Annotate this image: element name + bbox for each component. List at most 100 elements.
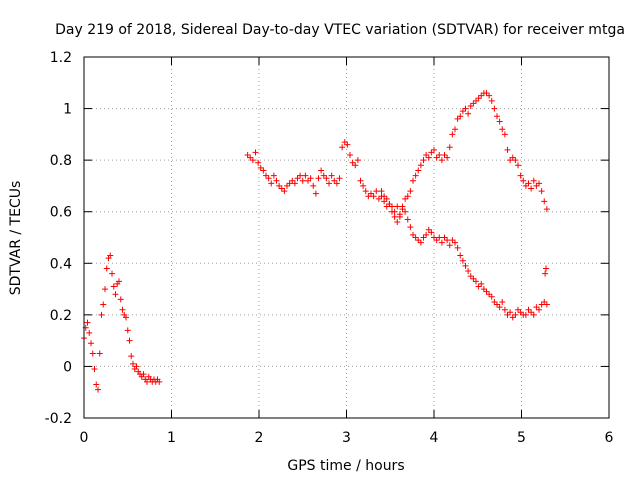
data-point	[496, 118, 503, 125]
data-point	[336, 175, 343, 182]
data-point	[420, 234, 427, 241]
data-point	[310, 182, 317, 189]
data-point	[507, 157, 514, 164]
data-point	[530, 311, 537, 318]
data-point	[281, 188, 288, 195]
data-point	[467, 273, 474, 280]
data-point	[302, 172, 309, 179]
data-point	[318, 167, 325, 174]
data-point	[286, 180, 293, 187]
data-point	[515, 162, 521, 169]
data-point	[480, 286, 487, 293]
data-point	[454, 244, 461, 251]
data-point	[333, 180, 340, 187]
data-point	[352, 162, 359, 169]
data-point	[102, 286, 108, 293]
data-point	[412, 172, 419, 179]
data-point	[433, 237, 440, 244]
data-point	[494, 301, 500, 308]
data-point	[452, 126, 458, 133]
data-point	[509, 314, 516, 321]
data-point	[399, 206, 406, 213]
data-point	[260, 167, 267, 174]
data-point	[112, 291, 119, 298]
data-point	[517, 172, 524, 179]
data-point	[538, 301, 545, 308]
data-point	[425, 226, 432, 233]
y-tick-label: 0.2	[50, 308, 72, 324]
data-point	[410, 231, 416, 238]
data-point	[315, 175, 322, 182]
data-point	[383, 203, 390, 210]
data-point	[123, 314, 129, 321]
data-point	[247, 154, 254, 161]
data-point	[344, 141, 351, 148]
data-point	[133, 363, 140, 370]
data-point	[486, 92, 493, 99]
data-point	[512, 311, 519, 318]
x-tick-label: 1	[167, 430, 176, 446]
data-point	[530, 177, 537, 184]
data-point	[91, 366, 98, 373]
data-point	[263, 172, 269, 179]
data-point	[362, 188, 369, 195]
data-point	[291, 180, 298, 187]
data-point	[354, 157, 361, 164]
data-point	[410, 177, 416, 184]
data-point	[349, 159, 356, 166]
data-point	[459, 257, 466, 264]
data-point	[465, 110, 472, 117]
data-point	[470, 100, 477, 107]
data-point	[520, 177, 527, 184]
data-point	[543, 265, 549, 272]
data-point	[444, 154, 451, 161]
data-point	[268, 180, 275, 187]
data-point	[89, 350, 96, 357]
data-point	[494, 113, 500, 120]
data-point	[457, 252, 464, 259]
data-point	[541, 198, 548, 205]
data-point	[93, 381, 100, 388]
data-point	[404, 216, 411, 223]
data-point	[297, 172, 304, 179]
x-tick-label: 4	[430, 430, 439, 446]
data-point	[543, 301, 550, 308]
data-point	[438, 239, 445, 246]
data-point	[386, 200, 393, 207]
y-tick-label: 0.4	[50, 256, 72, 272]
data-point	[326, 180, 332, 187]
data-point	[496, 304, 503, 311]
data-point	[504, 311, 511, 318]
data-point	[249, 157, 256, 164]
data-point	[533, 304, 540, 311]
data-point	[525, 306, 532, 313]
data-point	[396, 213, 403, 220]
data-point	[109, 270, 115, 277]
data-point	[431, 234, 437, 241]
x-tick-label: 6	[605, 430, 614, 446]
data-point	[475, 283, 482, 290]
data-point	[515, 306, 521, 313]
data-point	[128, 353, 135, 360]
data-point	[373, 188, 380, 195]
data-point	[522, 182, 529, 189]
data-point	[501, 306, 508, 313]
data-point	[378, 188, 385, 195]
data-point	[441, 234, 448, 241]
data-point	[404, 193, 411, 200]
data-point	[117, 296, 124, 303]
data-point	[488, 97, 495, 104]
data-point	[501, 131, 508, 138]
data-point	[289, 177, 296, 184]
data-point	[394, 203, 401, 210]
y-tick-label: -0.2	[45, 411, 72, 427]
data-point	[265, 175, 272, 182]
data-point	[473, 97, 479, 104]
data-point	[470, 275, 477, 282]
data-point	[140, 371, 147, 378]
data-point	[433, 154, 440, 161]
y-tick-label: 0	[63, 359, 72, 375]
data-point	[528, 185, 535, 192]
data-point	[368, 190, 374, 197]
